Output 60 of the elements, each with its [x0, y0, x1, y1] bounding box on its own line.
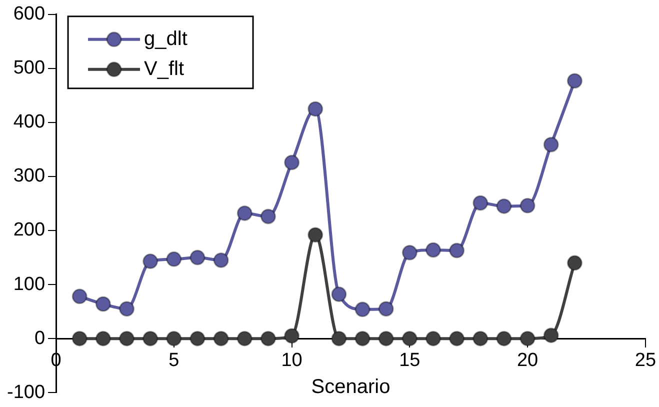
point [449, 330, 465, 346]
x-tick-label: 25 [634, 350, 656, 372]
x-tick-label: 20 [516, 350, 538, 372]
point [213, 252, 229, 268]
point [142, 330, 158, 346]
point [543, 328, 559, 344]
point [236, 205, 252, 221]
point [472, 195, 488, 211]
y-tick-label: 600 [13, 4, 46, 25]
point [119, 301, 135, 317]
point [190, 250, 206, 266]
point [378, 330, 394, 346]
point [284, 154, 300, 170]
point [95, 330, 111, 346]
point [260, 208, 276, 224]
y-tick-label: 200 [13, 220, 46, 241]
x-tick-label: 5 [168, 350, 180, 372]
point [72, 288, 88, 304]
point [119, 330, 135, 346]
point [308, 101, 324, 117]
point [496, 198, 512, 214]
y-tick-label: 0 [34, 328, 46, 349]
point [166, 251, 182, 267]
point [402, 244, 418, 260]
point [449, 242, 465, 258]
point [236, 330, 252, 346]
point [378, 301, 394, 317]
point [566, 255, 582, 271]
point [142, 254, 158, 270]
point [520, 330, 536, 346]
point [566, 73, 582, 89]
point [472, 330, 488, 346]
y-tick-label: 500 [13, 58, 46, 79]
point [425, 330, 441, 346]
point [95, 296, 111, 312]
point [425, 242, 441, 258]
point [284, 328, 300, 344]
point [166, 330, 182, 346]
x-tick-label: 15 [399, 350, 420, 372]
point [190, 330, 206, 346]
point [543, 136, 559, 152]
legend-label: g_dlt [144, 28, 188, 50]
point [308, 227, 324, 243]
y-tick-label: 100 [13, 274, 46, 295]
x-axis-title: Scenario [311, 376, 390, 398]
x-tick-label: 10 [281, 350, 302, 372]
point [520, 198, 536, 214]
point [402, 330, 418, 346]
point [354, 330, 370, 346]
y-tick-label: 400 [13, 112, 46, 133]
y-tick-label: -100 [6, 382, 46, 403]
point [354, 302, 370, 318]
point [213, 330, 229, 346]
point [331, 330, 347, 346]
point [496, 330, 512, 346]
point [260, 330, 276, 346]
point [72, 330, 88, 346]
legend-label: V_flt [144, 58, 184, 80]
point [331, 286, 347, 302]
y-tick-label: 300 [13, 166, 46, 187]
